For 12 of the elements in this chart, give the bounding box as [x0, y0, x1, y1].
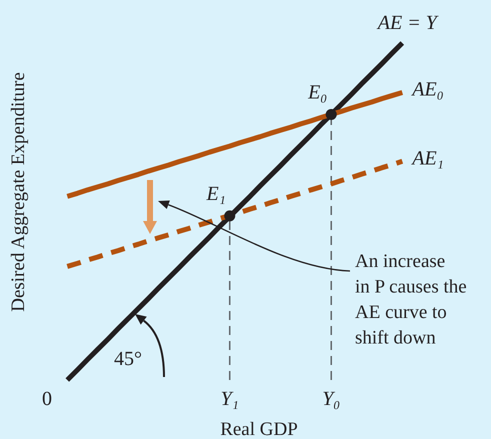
series-label: AE₁ — [410, 147, 444, 170]
x-tick-label: Y₁ — [220, 388, 239, 410]
x-tick-label: Y₀ — [322, 388, 340, 410]
series-label: AE = Y — [376, 12, 439, 34]
annotation: 45° — [114, 348, 142, 370]
x-tick-label: 0 — [42, 388, 52, 410]
annotation: E₀ — [307, 81, 328, 104]
y-axis-title: Desired Aggregate Expenditure — [8, 72, 29, 312]
annotation: E₁ — [206, 182, 226, 205]
series-label: AE₀ — [410, 78, 444, 101]
annotation: An increase in P causes the AE curve to shift down — [355, 251, 467, 348]
x-axis-title: Real GDP — [220, 419, 298, 439]
